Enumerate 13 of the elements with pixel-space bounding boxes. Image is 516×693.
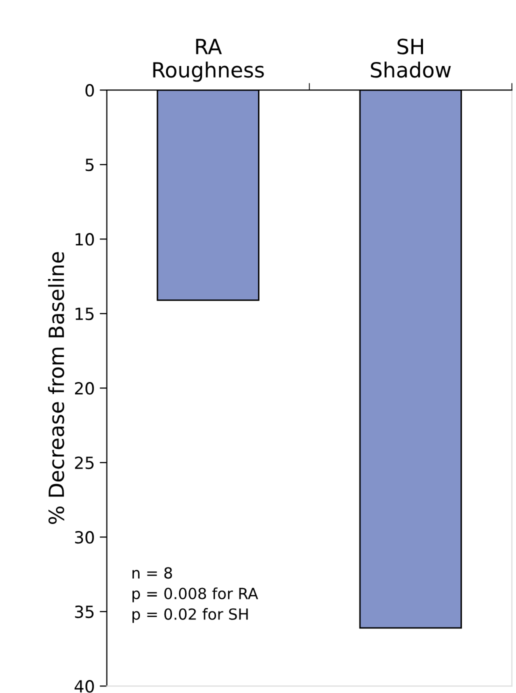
y-tick-label: 40 [74, 680, 94, 693]
y-tick-label: 20 [75, 382, 94, 395]
annotation: n = 8 p = 0.008 for RA p = 0.02 for SH [132, 567, 258, 623]
x-tick-label: SH Shadow [370, 38, 451, 78]
y-axis-title: % Decrease from Baseline [48, 252, 64, 524]
y-tick-label: 30 [75, 531, 94, 544]
x-tick-label: RA Roughness [153, 38, 264, 82]
y-tick-label: 10 [76, 233, 94, 246]
y-tick-label: 0 [86, 84, 94, 97]
y-tick-label: 15 [76, 308, 94, 320]
y-tick-label: 25 [75, 456, 94, 470]
y-tick-label: 35 [75, 606, 94, 618]
y-tick-label: 5 [86, 158, 94, 172]
